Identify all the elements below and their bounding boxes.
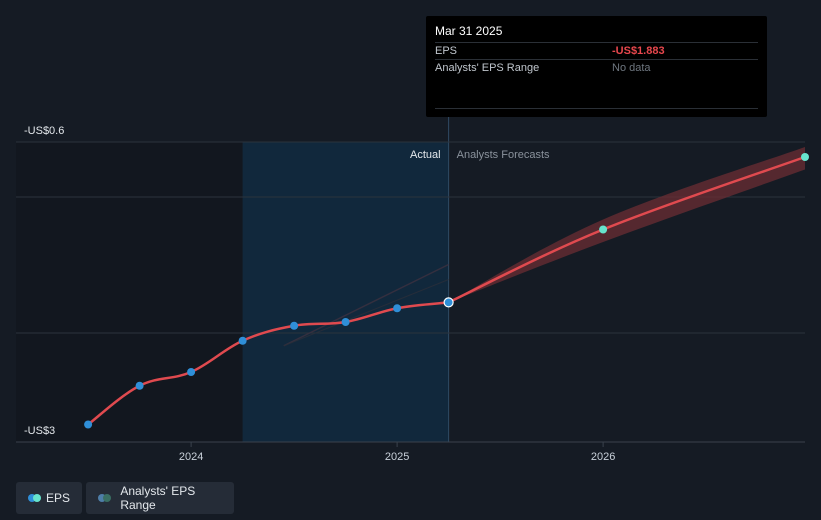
x-tick-label-0: 2024 — [179, 451, 203, 463]
tooltip-eps-row: EPS -US$1.883 — [435, 42, 758, 59]
actual-region — [242, 142, 449, 442]
eps-actual-point-2 — [187, 368, 196, 376]
eps-actual-point-6 — [393, 304, 402, 313]
past-region — [16, 142, 243, 442]
x-tick-label-2: 2026 — [591, 451, 615, 463]
range-band-layer — [283, 147, 805, 347]
eps-actual-point-5 — [341, 318, 350, 326]
forecast-label: Analysts Forecasts — [457, 149, 550, 161]
series-points — [84, 153, 809, 429]
eps-actual-point-4 — [290, 321, 299, 330]
trend-hint-upper — [283, 263, 449, 347]
trend-hint-lower — [283, 279, 449, 347]
eps-actual-point-3 — [238, 336, 247, 345]
tooltip-date: Mar 31 2025 — [435, 24, 503, 38]
eps-forecast-point-0 — [599, 225, 608, 234]
legend-eps-button[interactable]: EPS — [16, 482, 82, 514]
x-tick-label-1: 2025 — [385, 451, 409, 463]
tooltip-divider — [435, 108, 758, 109]
legend-eps-label: EPS — [45, 491, 70, 505]
analysts-eps-range-band — [448, 147, 805, 303]
tooltip-eps-value: -US$1.883 — [612, 45, 665, 57]
actual-label: Actual — [410, 149, 441, 161]
legend-range-label: Analysts' EPS Range — [120, 484, 196, 512]
tooltip-range-value: No data — [612, 62, 651, 74]
eps-actual-point-1 — [135, 381, 144, 390]
legend-range-dots-icon — [98, 494, 112, 502]
tooltip-range-row: Analysts' EPS Range No data — [435, 59, 758, 76]
tooltip-eps-label: EPS — [435, 45, 458, 57]
hover-tooltip: Mar 31 2025 EPS -US$1.883 Analysts' EPS … — [426, 16, 767, 117]
eps-forecast-point-1 — [801, 153, 809, 161]
eps-actual-point-7 — [443, 297, 454, 308]
chart-labels: 2024 2025 2026 -US$0.6 -US$3 Actual Analysts F… — [24, 125, 615, 463]
y-top-label: -US$0.6 — [24, 125, 64, 137]
y-bottom-label: -US$3 — [24, 425, 55, 437]
tooltip-range-label: Analysts' EPS Range — [435, 62, 540, 74]
chart-background — [16, 16, 450, 442]
legend-eps-dots-icon — [28, 494, 41, 502]
legend-range-button[interactable]: Analysts' EPS Range — [86, 482, 234, 514]
eps-actual-point-0 — [84, 420, 93, 429]
